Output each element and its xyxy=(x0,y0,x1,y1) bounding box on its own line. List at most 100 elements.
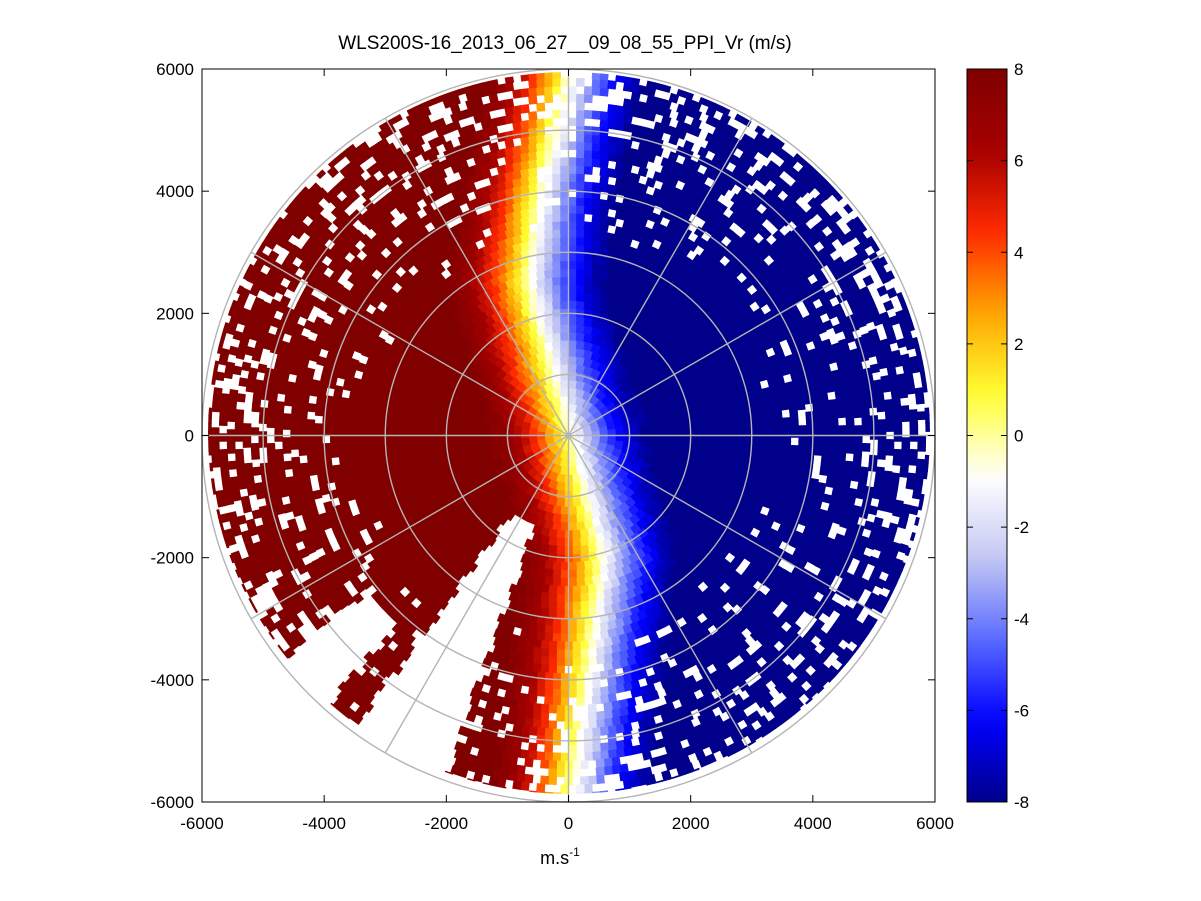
velocity-cell xyxy=(782,425,792,434)
velocity-cell xyxy=(726,425,736,434)
velocity-cell xyxy=(417,418,427,429)
velocity-cell xyxy=(607,741,617,751)
velocity-cell xyxy=(401,448,412,459)
velocity-cell xyxy=(845,421,855,430)
velocity-cell xyxy=(556,657,565,667)
velocity-cell xyxy=(552,165,562,175)
velocity-cell xyxy=(306,419,316,429)
velocity-cell xyxy=(226,429,236,438)
velocity-cell xyxy=(547,664,558,674)
velocity-cell xyxy=(572,585,582,595)
velocity-cell xyxy=(548,760,558,770)
velocity-cell xyxy=(292,393,302,403)
velocity-cell xyxy=(274,448,284,458)
velocity-cell xyxy=(575,220,585,230)
velocity-cell xyxy=(687,433,696,443)
velocity-cell xyxy=(315,462,326,473)
velocity-cell xyxy=(694,435,704,445)
velocity-cell xyxy=(595,646,606,657)
velocity-cell xyxy=(710,435,720,445)
velocity-cell xyxy=(710,426,720,436)
velocity-cell xyxy=(560,220,569,230)
velocity-cell xyxy=(822,435,831,444)
velocity-cell xyxy=(531,654,542,665)
velocity-cell xyxy=(732,404,743,415)
velocity-cell xyxy=(559,284,569,294)
velocity-cell xyxy=(556,704,565,714)
velocity-cell xyxy=(568,252,577,262)
velocity-cell xyxy=(583,680,594,690)
velocity-cell xyxy=(575,149,585,159)
velocity-cell xyxy=(599,183,609,193)
velocity-cell xyxy=(433,435,443,445)
velocity-cell xyxy=(885,415,895,425)
velocity-cell xyxy=(603,709,613,720)
velocity-cell xyxy=(827,398,838,409)
velocity-cell xyxy=(583,197,594,207)
velocity-cell xyxy=(282,421,292,430)
velocity-cell xyxy=(764,402,774,413)
velocity-cell xyxy=(417,442,427,453)
velocity-cell xyxy=(861,442,871,452)
velocity-cell xyxy=(587,775,597,785)
velocity-cell xyxy=(568,323,578,333)
velocity-cell xyxy=(535,182,546,192)
velocity-cell xyxy=(535,206,546,216)
velocity-cell xyxy=(394,452,404,463)
velocity-cell xyxy=(575,197,586,207)
velocity-cell xyxy=(290,409,301,419)
velocity-cell xyxy=(829,446,839,457)
velocity-cell xyxy=(892,456,902,466)
velocity-cell xyxy=(591,623,602,633)
velocity-cell xyxy=(551,633,562,643)
velocity-cell xyxy=(338,412,348,423)
velocity-cell xyxy=(560,133,569,143)
velocity-cell xyxy=(559,569,569,579)
velocity-cell xyxy=(520,553,532,565)
velocity-cell xyxy=(575,688,585,698)
velocity-cell xyxy=(520,428,530,438)
velocity-cell xyxy=(291,456,301,466)
velocity-cell xyxy=(523,538,535,550)
velocity-cell xyxy=(733,444,744,455)
velocity-cell xyxy=(291,464,302,474)
velocity-cell xyxy=(551,252,562,262)
velocity-cell xyxy=(568,157,577,166)
velocity-cell xyxy=(579,536,590,547)
velocity-cell xyxy=(568,228,577,238)
velocity-cell xyxy=(583,269,594,279)
velocity-cell xyxy=(591,182,602,192)
velocity-cell xyxy=(881,383,892,393)
velocity-cell xyxy=(812,406,823,417)
velocity-cell xyxy=(819,394,829,405)
velocity-cell xyxy=(354,413,364,423)
velocity-cell xyxy=(595,758,605,769)
velocity-cell xyxy=(583,141,594,151)
velocity-cell xyxy=(756,406,767,417)
velocity-cell xyxy=(742,440,752,451)
velocity-cell xyxy=(552,752,561,762)
velocity-cell xyxy=(568,339,578,349)
velocity-cell xyxy=(599,135,609,145)
velocity-cell xyxy=(531,662,542,673)
velocity-cell xyxy=(568,466,578,476)
velocity-cell xyxy=(560,252,569,262)
velocity-cell xyxy=(568,284,578,294)
velocity-cell xyxy=(464,437,475,447)
velocity-cell xyxy=(465,420,475,431)
velocity-cell xyxy=(836,456,846,466)
velocity-cell xyxy=(544,743,554,754)
velocity-cell xyxy=(587,591,598,602)
velocity-cell xyxy=(560,689,569,698)
velocity-cell xyxy=(881,478,892,488)
velocity-cell xyxy=(579,656,590,666)
velocity-cell xyxy=(587,711,597,722)
velocity-cell xyxy=(860,403,870,413)
velocity-cell xyxy=(568,292,578,302)
velocity-cell xyxy=(528,726,538,736)
velocity-cell xyxy=(274,433,284,442)
velocity-cell xyxy=(579,720,589,730)
velocity-cell xyxy=(251,509,262,520)
velocity-cell xyxy=(527,199,538,209)
velocity-cell xyxy=(885,446,895,456)
